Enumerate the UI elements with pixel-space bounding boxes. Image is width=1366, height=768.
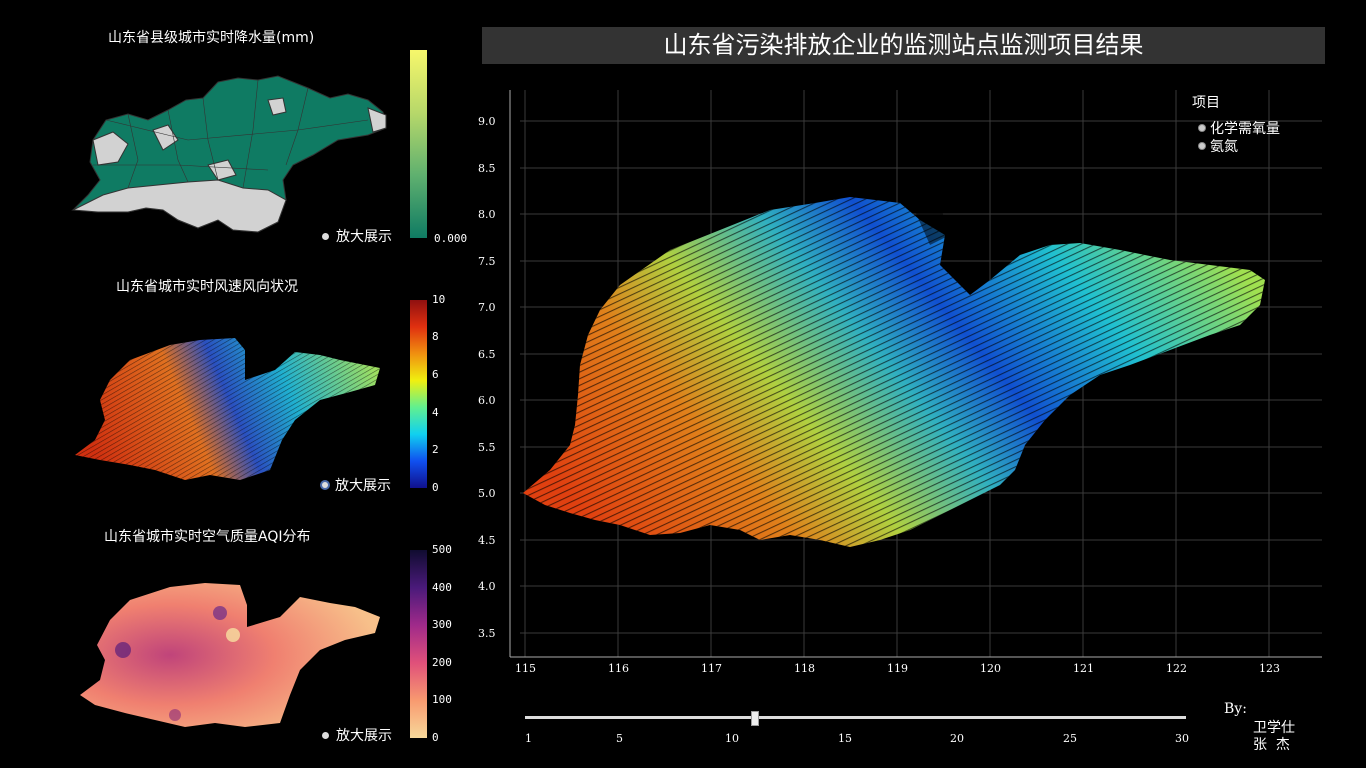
wind-cbar-tick-4: 4 — [432, 406, 439, 419]
slider-label: 20 — [950, 732, 964, 745]
legend-dot-icon — [1199, 125, 1205, 131]
credit-author: 张 杰 — [1253, 737, 1290, 753]
slider-label: 25 — [1063, 732, 1077, 745]
x-tick: 117 — [701, 662, 722, 675]
aqi-colorbar — [410, 550, 427, 738]
x-tick: 120 — [980, 662, 1001, 675]
y-tick: 4.5 — [478, 534, 496, 547]
y-tick: 9.0 — [478, 115, 496, 128]
x-tick: 119 — [887, 662, 908, 675]
wind-cbar-tick-8: 8 — [432, 330, 439, 343]
x-tick: 121 — [1073, 662, 1094, 675]
rain-map[interactable] — [68, 70, 393, 240]
slider-label: 30 — [1175, 732, 1189, 745]
main-title: 山东省污染排放企业的监测站点监测项目结果 — [482, 27, 1325, 64]
radio-dot-icon — [322, 731, 329, 739]
x-tick: 116 — [608, 662, 629, 675]
main-map-chart[interactable] — [470, 85, 1340, 675]
wind-panel-title: 山东省城市实时风速风向状况 — [116, 279, 298, 295]
y-tick: 5.5 — [478, 441, 496, 454]
aqi-map[interactable] — [75, 575, 385, 735]
y-tick: 6.0 — [478, 394, 496, 407]
rain-zoom-button[interactable]: 放大展示 — [322, 226, 392, 246]
y-tick: 3.5 — [478, 627, 496, 640]
y-tick: 6.5 — [478, 348, 496, 361]
y-tick: 8.5 — [478, 162, 496, 175]
wind-cbar-tick-0: 0 — [432, 481, 439, 494]
y-tick: 4.0 — [478, 580, 496, 593]
slider-label: 1 — [525, 732, 532, 745]
day-slider-track[interactable] — [525, 716, 1186, 719]
x-tick: 118 — [794, 662, 815, 675]
x-tick: 123 — [1259, 662, 1280, 675]
wind-zoom-button[interactable]: 放大展示 — [322, 475, 391, 495]
wind-colorbar — [410, 300, 427, 488]
credit-author: 卫学仕 — [1253, 720, 1295, 736]
wind-cbar-tick-2: 2 — [432, 443, 439, 456]
legend-item-cod[interactable]: 化学需氧量 — [1199, 118, 1280, 138]
aqi-panel-title: 山东省城市实时空气质量AQI分布 — [104, 529, 311, 545]
y-tick: 7.0 — [478, 301, 496, 314]
slider-label: 10 — [725, 732, 739, 745]
legend-title: 项目 — [1192, 95, 1220, 111]
aqi-cbar-tick-200: 200 — [432, 656, 452, 669]
radio-selected-icon — [322, 482, 328, 488]
x-tick: 115 — [515, 662, 536, 675]
legend-dot-icon — [1199, 143, 1205, 149]
y-tick: 8.0 — [478, 208, 496, 221]
rain-colorbar-min: 0.000 — [434, 232, 468, 245]
aqi-cbar-tick-0: 0 — [432, 731, 439, 744]
slider-label: 5 — [616, 732, 623, 745]
legend-item-ammonia[interactable]: 氨氮 — [1199, 136, 1238, 156]
radio-dot-icon — [322, 232, 329, 240]
wind-map[interactable] — [70, 330, 390, 490]
aqi-zoom-button[interactable]: 放大展示 — [322, 725, 392, 745]
aqi-cbar-tick-400: 400 — [432, 581, 452, 594]
credit-by: By: — [1224, 701, 1247, 717]
wind-cbar-tick-6: 6 — [432, 368, 439, 381]
wind-cbar-tick-10: 10 — [432, 293, 446, 306]
rain-colorbar — [410, 50, 427, 238]
rain-panel-title: 山东省县级城市实时降水量(mm) — [108, 30, 315, 46]
aqi-cbar-tick-500: 500 — [432, 543, 452, 556]
slider-label: 15 — [838, 732, 852, 745]
y-tick: 5.0 — [478, 487, 496, 500]
x-tick: 122 — [1166, 662, 1187, 675]
y-tick: 7.5 — [478, 255, 496, 268]
aqi-cbar-tick-300: 300 — [432, 618, 452, 631]
day-slider-handle[interactable] — [751, 711, 759, 726]
aqi-cbar-tick-100: 100 — [432, 693, 452, 706]
